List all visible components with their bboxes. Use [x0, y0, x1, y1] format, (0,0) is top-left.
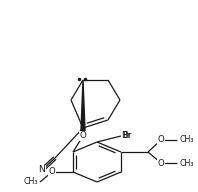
- Text: CH₃: CH₃: [179, 159, 193, 167]
- Text: Br: Br: [121, 132, 130, 141]
- Text: O: O: [158, 159, 164, 167]
- Text: N: N: [39, 166, 45, 175]
- Text: O: O: [158, 136, 164, 145]
- Text: O: O: [80, 132, 86, 141]
- Text: O: O: [49, 167, 55, 176]
- Polygon shape: [81, 80, 85, 136]
- Text: Br: Br: [122, 131, 131, 140]
- Text: CH₃: CH₃: [24, 177, 38, 186]
- Text: CH₃: CH₃: [179, 136, 193, 145]
